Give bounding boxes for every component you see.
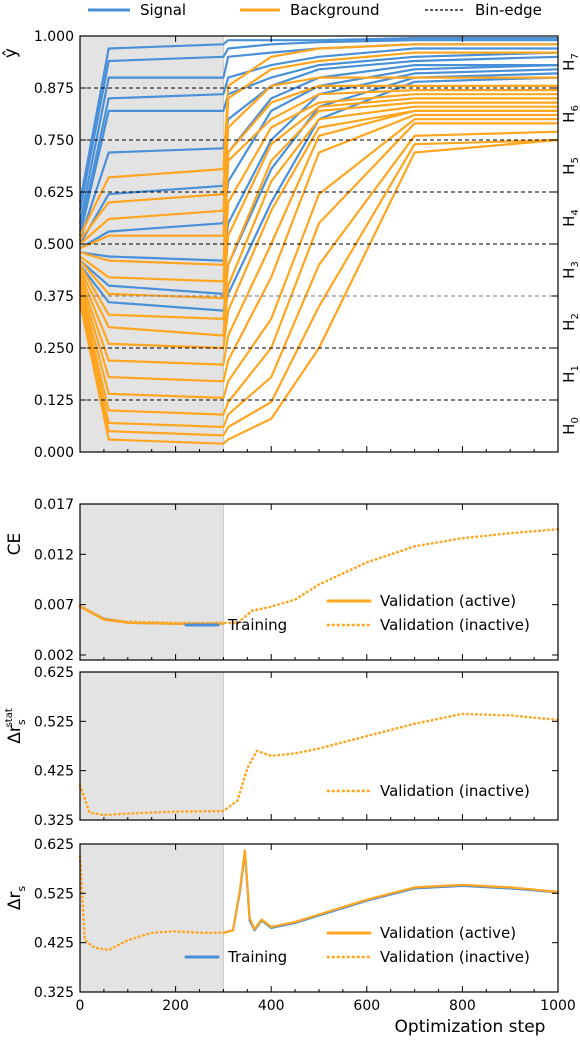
- signal-curve-7: [79, 64, 559, 250]
- signal-curve-9: [79, 72, 559, 295]
- legend-background-label: Background: [290, 1, 380, 19]
- y-tick-label: 0.012: [34, 547, 74, 563]
- legend-signal-label: Signal: [140, 1, 186, 19]
- panel-legend: Validation (inactive): [326, 782, 530, 800]
- series-validation-active-line: [222, 849, 560, 934]
- zone-label-7: H7: [560, 53, 580, 71]
- x-tick-label: 600: [353, 998, 380, 1014]
- y-tick-label: 0.002: [34, 648, 74, 664]
- legend-label: Validation (inactive): [380, 948, 530, 966]
- x-axis-label: Optimization step: [395, 1017, 546, 1037]
- background-curve-6: [79, 97, 558, 300]
- zone-label-6: H6: [560, 105, 580, 123]
- background-curve-15: [78, 138, 559, 437]
- y-tick-label: 0.250: [34, 341, 74, 357]
- shaded-region: [80, 672, 224, 820]
- signal-curve-5: [78, 55, 559, 241]
- background-curve-1: [79, 51, 558, 241]
- y-tick-label: 0.375: [34, 289, 74, 305]
- zone-label-4: H4: [560, 209, 580, 227]
- y-tick-label: 0.325: [34, 813, 74, 829]
- y-tick-label: 0.625: [34, 837, 74, 853]
- signal-curve-1: [78, 39, 558, 211]
- panel-dr: 0.625 0.525 0.425 0.325 Δrs Validation (activ…: [5, 837, 576, 1014]
- x-tick-label: 800: [449, 998, 476, 1014]
- background-curve-11: [78, 113, 558, 383]
- zone-label-5: H5: [560, 157, 580, 175]
- y-tick-label: 0.625: [34, 665, 74, 681]
- x-tick-label: 1000: [540, 998, 576, 1014]
- x-tick-label: 0: [76, 998, 85, 1014]
- y-tick-label: 0.875: [34, 81, 74, 97]
- panel-yhat: H0 H1 H2 H3 H4 H5 H6 H7 0.000 0.125 0.250 0.375 0.50…: [1, 29, 580, 461]
- y-tick-label: 0.017: [34, 497, 74, 513]
- series-validation-inactive-line: [78, 712, 560, 817]
- y-tick-label: 0.500: [34, 237, 74, 253]
- background-curve-2: [79, 76, 558, 245]
- legend-label: Validation (active): [380, 592, 516, 610]
- y-tick-label: 0.750: [34, 133, 74, 149]
- y-tick-label: 0.425: [34, 936, 74, 952]
- legend-label: Validation (inactive): [380, 616, 530, 634]
- y-tick-label: 1.000: [34, 29, 74, 45]
- legend-binedge-label: Bin-edge: [475, 1, 542, 19]
- signal-curve-6: [79, 63, 558, 245]
- panel-dr_stat: 0.625 0.525 0.425 0.325 Δrsstat Validation (i…: [4, 665, 560, 829]
- panel-frame: [79, 671, 559, 821]
- panel-frame: [79, 503, 559, 661]
- x-tick-label: 400: [258, 998, 285, 1014]
- legend-label: Training: [227, 948, 287, 966]
- top-legend: Signal Background Bin-edge: [88, 1, 542, 19]
- y-tick-label: 0.007: [34, 598, 74, 614]
- series-validation-inactive-line: [78, 854, 225, 952]
- y-tick-label: 0.525: [34, 886, 74, 902]
- panels: H0 H1 H2 H3 H4 H5 H6 H7 0.000 0.125 0.250 0.375 0.50…: [1, 29, 580, 1014]
- legend-label: Training: [227, 616, 287, 634]
- y-axis-label: ŷ: [1, 48, 21, 58]
- zone-label-1: H1: [560, 365, 580, 383]
- legend-label: Validation (active): [380, 924, 516, 942]
- plot-area: [78, 849, 560, 952]
- plot-area: [78, 712, 560, 817]
- background-curve-0: [79, 43, 558, 237]
- background-curve-12: [78, 118, 558, 399]
- zone-label-2: H2: [560, 313, 580, 331]
- background-curve-10: [78, 109, 558, 366]
- y-axis-label: CE: [5, 533, 25, 556]
- panel-ce: 0.017 0.012 0.007 0.002 CE Validation (active…: [5, 497, 560, 664]
- y-tick-label: 0.325: [34, 985, 74, 1001]
- background-curve-5: [79, 93, 558, 283]
- background-curve-9: [78, 109, 558, 350]
- panel-legend: Validation (active) Training Validation (i…: [184, 924, 530, 966]
- shaded-region: [80, 844, 224, 992]
- panel-frame: [79, 843, 559, 993]
- y-axis-label: Δrsstat: [4, 708, 28, 744]
- y-tick-label: 0.125: [34, 393, 74, 409]
- panel-legend: Validation (active) Training Validation (i…: [184, 592, 530, 634]
- y-axis-label: Δrs: [5, 886, 28, 911]
- background-curve-3: [79, 84, 558, 250]
- x-tick-label: 200: [162, 998, 189, 1014]
- background-curve-8: [79, 105, 558, 337]
- zone-label-0: H0: [560, 417, 580, 435]
- signal-curve-4: [78, 51, 559, 236]
- shaded-region: [80, 504, 224, 660]
- y-tick-label: 0.425: [34, 764, 74, 780]
- panel-frame: [79, 35, 559, 453]
- background-curve-7: [79, 101, 558, 320]
- y-tick-label: 0.000: [34, 445, 74, 461]
- series-validation-inactive-line: [78, 527, 560, 625]
- y-tick-label: 0.525: [34, 714, 74, 730]
- zone-label-3: H3: [560, 261, 580, 279]
- legend-label: Validation (inactive): [380, 782, 530, 800]
- series-trainingline: [222, 850, 560, 934]
- y-tick-label: 0.625: [34, 185, 74, 201]
- plot-area: [78, 36, 559, 445]
- background-curve-16: [78, 138, 559, 445]
- signal-curve-0: [78, 36, 558, 203]
- background-curve-14: [78, 130, 559, 429]
